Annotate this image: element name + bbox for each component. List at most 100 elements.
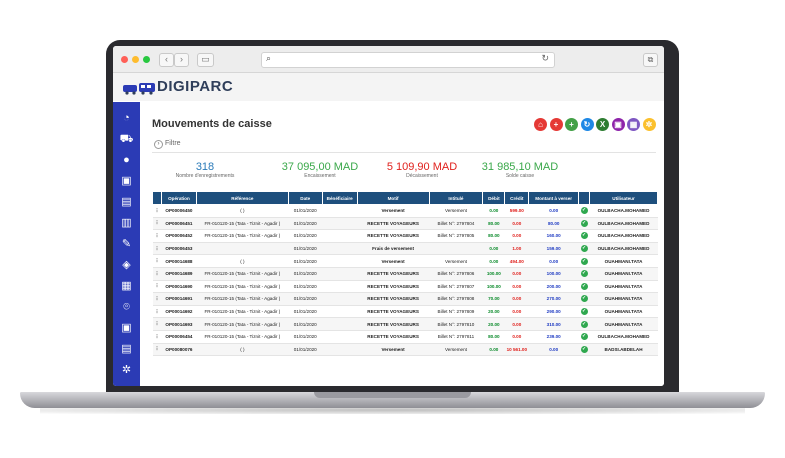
row-menu-icon[interactable]: ⋮ xyxy=(152,280,162,294)
dashboard-icon[interactable]: ◔ xyxy=(123,112,130,124)
divider xyxy=(152,152,656,153)
cell-date: 01/01/2020 xyxy=(288,330,323,344)
settings-button[interactable]: ✲ xyxy=(642,118,656,131)
report-icon[interactable]: ▤ xyxy=(121,343,132,355)
add-green-button[interactable]: + xyxy=(565,118,578,131)
cell-operation: OP00006450 xyxy=(161,204,197,218)
row-menu-icon[interactable]: ⋮ xyxy=(152,317,162,331)
column-header[interactable]: Motif xyxy=(356,191,430,205)
row-menu-icon[interactable]: ⋮ xyxy=(152,217,162,231)
cell-debit: 80.00 xyxy=(482,330,505,344)
bus-front-icon[interactable]: ▣ xyxy=(121,322,132,334)
stat-label: Nombre d'enregistrements xyxy=(175,173,235,179)
cell-motif: RECETTE VOYAGEURS xyxy=(357,330,429,344)
table-row[interactable]: ⋮ OP00014688( ) 01/01/2020 Versement Verseme… xyxy=(152,254,658,268)
cell-reference: FR-010120-15 (Tata - Tiznit - Agadir ) xyxy=(196,280,289,294)
row-menu-icon[interactable]: ⋮ xyxy=(152,254,162,268)
building-icon[interactable]: ▦ xyxy=(121,280,132,292)
table-row[interactable]: ⋮ OP00080076( ) 01/01/2020 Versement Verseme… xyxy=(152,343,658,357)
close-window-dot[interactable] xyxy=(121,56,128,63)
table-row[interactable]: ⋮ OP00014693 FR-010120-15 (Tata - Tiznit -… xyxy=(152,317,658,331)
cell-motif: RECETTE VOYAGEURS xyxy=(357,317,429,331)
table-row[interactable]: ⋮ OP00014689 FR-010120-15 (Tata - Tiznit -… xyxy=(152,267,658,281)
column-header[interactable] xyxy=(578,191,591,205)
action-toolbar: ⌂ + + ↻ X ▣ ▦ ✲ xyxy=(534,118,658,132)
address-bar[interactable]: ⌕ ↻ xyxy=(261,52,555,68)
table-row[interactable]: ⋮ OP00006450( ) 01/01/2020 Versement Verseme… xyxy=(152,204,658,218)
column-header[interactable]: Bénéficiaire xyxy=(321,191,358,205)
cell-credit: 599.00 xyxy=(504,204,529,218)
gear-icon[interactable]: ✲ xyxy=(121,364,132,376)
table-row[interactable]: ⋮ OP00006451 FR-010120-15 (Tata - Tiznit -… xyxy=(152,217,658,231)
user-icon[interactable]: ● xyxy=(123,154,130,166)
row-menu-icon[interactable]: ⋮ xyxy=(152,204,162,218)
column-header[interactable]: Date xyxy=(287,191,323,205)
column-header[interactable]: Crédit xyxy=(504,191,530,205)
cell-operation: OP00006454 xyxy=(161,330,197,344)
cell-montant: 0.00 xyxy=(528,204,579,218)
layers-icon[interactable]: ◈ xyxy=(122,259,131,271)
row-menu-icon[interactable]: ⋮ xyxy=(152,267,162,281)
row-menu-icon[interactable]: ⋮ xyxy=(152,242,162,256)
cell-utilisateur: OUAHMANI.TATA xyxy=(589,292,658,306)
cell-beneficiaire xyxy=(322,305,358,319)
cell-credit: 0.00 xyxy=(504,217,529,231)
document-icon[interactable]: ▤ xyxy=(121,196,132,208)
cell-date: 01/01/2020 xyxy=(288,204,323,218)
fuel-icon[interactable]: ▥ xyxy=(121,217,132,229)
tabs-overview-button[interactable]: ⧉ xyxy=(643,53,658,67)
row-menu-icon[interactable]: ⋮ xyxy=(152,305,162,319)
cell-montant: 80.00 xyxy=(528,217,579,231)
cell-date: 01/01/2020 xyxy=(288,317,323,331)
maximize-window-dot[interactable] xyxy=(143,56,150,63)
pdf-icon: ⌂ xyxy=(538,120,543,129)
column-header[interactable]: Intitulé xyxy=(428,191,484,205)
cell-beneficiaire xyxy=(322,254,358,268)
column-header[interactable] xyxy=(152,191,162,205)
cell-utilisateur: OUAHMANI.TATA xyxy=(589,280,658,294)
excel-button[interactable]: X xyxy=(596,118,609,131)
row-menu-icon[interactable]: ⋮ xyxy=(152,343,162,357)
car-icon[interactable]: ⛟ xyxy=(119,133,134,145)
cell-reference: FR-010120-15 (Tata - Tiznit - Agadir ) xyxy=(196,330,289,344)
column-header[interactable]: Utilisateur xyxy=(589,191,658,205)
cell-operation: OP00014692 xyxy=(161,305,197,319)
cell-operation: OP00014689 xyxy=(161,267,197,281)
pdf-button[interactable]: ⌂ xyxy=(534,118,547,131)
row-menu-icon[interactable]: ⋮ xyxy=(152,292,162,306)
row-menu-icon[interactable]: ⋮ xyxy=(152,229,162,243)
table-row[interactable]: ⋮ OP00006453 01/01/2020 Frais de versement 0… xyxy=(152,242,658,256)
print-button[interactable]: ▣ xyxy=(611,118,625,131)
cell-utilisateur: OUAHMANI.TATA xyxy=(589,267,658,281)
column-header[interactable]: Opération xyxy=(160,191,197,205)
cell-debit: 80.00 xyxy=(482,229,505,243)
table-row[interactable]: ⋮ OP00014692 FR-010120-15 (Tata - Tiznit -… xyxy=(152,305,658,319)
row-menu-icon[interactable]: ⋮ xyxy=(152,330,162,344)
back-button[interactable]: ‹ xyxy=(159,53,174,67)
cell-beneficiaire xyxy=(322,330,358,344)
column-header[interactable]: Montant à verser xyxy=(528,191,580,205)
table-row[interactable]: ⋮ OP00006452 FR-010120-15 (Tata - Tiznit -… xyxy=(152,229,658,243)
location-icon[interactable]: ⌾ xyxy=(123,301,130,313)
add-red-button[interactable]: + xyxy=(549,118,563,131)
excel-icon: X xyxy=(599,120,606,129)
minimize-window-dot[interactable] xyxy=(132,56,139,63)
reload-icon[interactable]: ↻ xyxy=(541,53,549,63)
wrench-icon[interactable]: ✎ xyxy=(121,238,132,250)
refresh-button[interactable]: ↻ xyxy=(580,118,594,131)
add-red-icon: + xyxy=(553,120,559,129)
grid-button[interactable]: ▦ xyxy=(627,118,640,131)
forward-button[interactable]: › xyxy=(174,53,189,67)
sidebar-toggle-button[interactable]: ▭ xyxy=(197,53,214,67)
table-row[interactable]: ⋮ OP00014691 FR-010120-15 (Tata - Tiznit -… xyxy=(152,292,658,306)
validated-icon: ✓ xyxy=(578,343,590,357)
column-header[interactable]: Référence xyxy=(195,191,289,205)
stat-solde: 31 985,10 MAD Solde caisse xyxy=(470,161,570,179)
filter-toggle[interactable]: › Filtre xyxy=(154,140,181,149)
bus-icon[interactable]: ▣ xyxy=(121,175,132,187)
laptop-notch xyxy=(314,392,471,398)
column-header[interactable]: Débit xyxy=(482,191,506,205)
table-row[interactable]: ⋮ OP00014690 FR-010120-15 (Tata - Tiznit -… xyxy=(152,280,658,294)
table-row[interactable]: ⋮ OP00006454 FR-010120-15 (Tata - Tiznit -… xyxy=(152,330,658,344)
validated-icon: ✓ xyxy=(578,292,590,306)
